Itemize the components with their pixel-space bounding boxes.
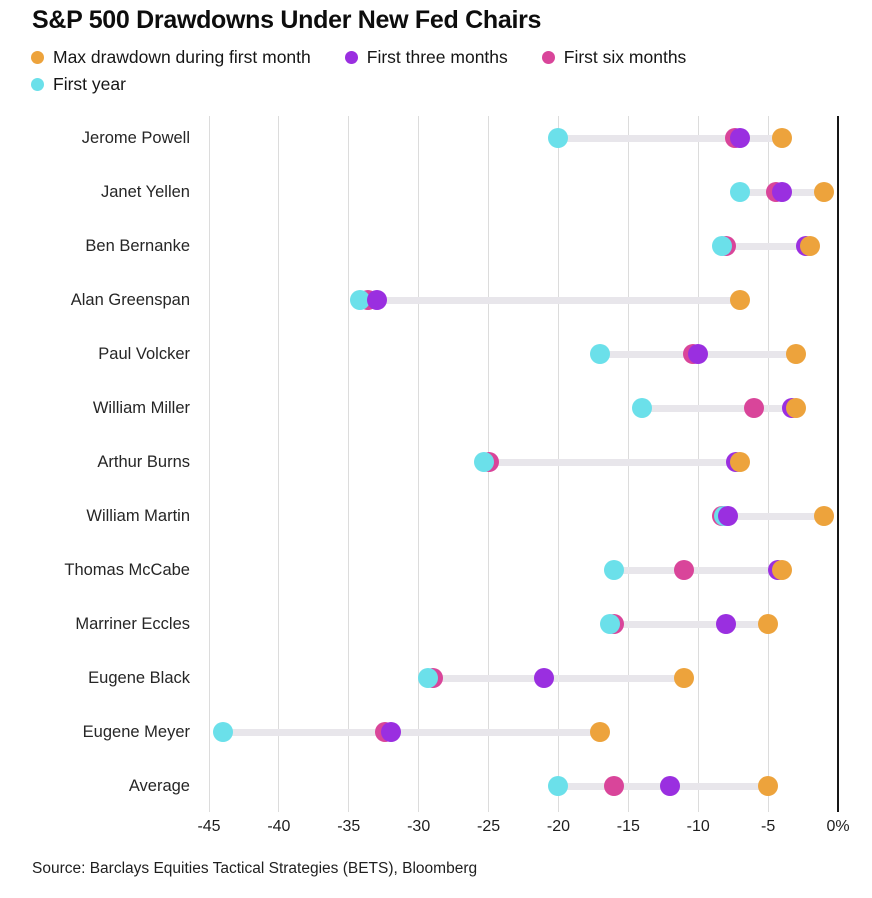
connector-line bbox=[614, 566, 783, 574]
connector-line bbox=[721, 512, 825, 520]
connector-line bbox=[721, 242, 811, 250]
data-point bbox=[212, 722, 233, 742]
x-tick-label: 0% bbox=[826, 818, 850, 835]
legend-dot-orange-icon bbox=[31, 51, 44, 64]
legend: Max drawdown during first month First th… bbox=[31, 47, 686, 101]
gridline bbox=[278, 116, 280, 812]
data-point bbox=[600, 614, 621, 634]
x-tick-label: -20 bbox=[546, 818, 570, 835]
connector-line bbox=[558, 134, 783, 142]
category-label: Jerome Powell bbox=[81, 129, 190, 147]
data-point bbox=[730, 128, 751, 148]
category-label: Ben Bernanke bbox=[85, 237, 190, 255]
gridline bbox=[767, 116, 769, 812]
data-point bbox=[688, 344, 709, 364]
legend-item-six-months: First six months bbox=[541, 47, 687, 68]
category-label: William Miller bbox=[92, 399, 190, 417]
legend-row-1: Max drawdown during first month First th… bbox=[31, 47, 686, 68]
data-point bbox=[730, 182, 751, 202]
connector-line bbox=[610, 620, 769, 628]
data-point bbox=[604, 776, 625, 796]
data-point bbox=[674, 560, 695, 580]
x-tick-label: -10 bbox=[686, 818, 710, 835]
data-point bbox=[534, 668, 555, 688]
data-point bbox=[814, 506, 835, 526]
data-point bbox=[800, 236, 821, 256]
data-point bbox=[349, 290, 370, 310]
legend-dot-purple-icon bbox=[344, 51, 358, 64]
legend-label-three-months: First three months bbox=[366, 47, 508, 67]
data-point bbox=[604, 560, 625, 580]
data-point bbox=[548, 776, 569, 796]
category-label: Arthur Burns bbox=[97, 453, 190, 471]
category-label: Alan Greenspan bbox=[70, 291, 190, 309]
legend-dot-cyan-icon bbox=[31, 78, 44, 91]
x-tick-label: -30 bbox=[407, 818, 431, 835]
data-point bbox=[366, 290, 387, 310]
data-point bbox=[772, 560, 793, 580]
legend-row-2: First year bbox=[31, 74, 686, 95]
x-tick-label: -35 bbox=[337, 818, 361, 835]
gridline bbox=[208, 116, 210, 812]
legend-item-first-year: First year bbox=[31, 74, 126, 95]
data-point bbox=[418, 668, 439, 688]
x-tick-label: -40 bbox=[267, 818, 291, 835]
data-point bbox=[758, 776, 779, 796]
data-point bbox=[730, 452, 751, 472]
data-point bbox=[786, 344, 807, 364]
data-point bbox=[744, 398, 765, 418]
data-point bbox=[786, 398, 807, 418]
data-point bbox=[772, 182, 793, 202]
connector-line bbox=[428, 674, 685, 682]
category-label: Janet Yellen bbox=[100, 183, 190, 201]
chart-title: S&P 500 Drawdowns Under New Fed Chairs bbox=[32, 6, 542, 34]
connector-line bbox=[359, 296, 741, 304]
legend-item-three-months: First three months bbox=[344, 47, 508, 68]
connector-line bbox=[222, 728, 601, 736]
category-label: William Martin bbox=[86, 507, 190, 525]
category-label: Paul Volcker bbox=[98, 345, 190, 363]
data-point bbox=[716, 614, 737, 634]
gridline bbox=[348, 116, 350, 812]
data-point bbox=[590, 722, 611, 742]
data-point bbox=[380, 722, 401, 742]
gridline bbox=[418, 116, 420, 812]
data-point bbox=[730, 290, 751, 310]
data-point bbox=[758, 614, 779, 634]
data-point bbox=[660, 776, 681, 796]
legend-item-first-month: Max drawdown during first month bbox=[31, 47, 311, 68]
x-tick-label: -25 bbox=[476, 818, 501, 835]
data-point bbox=[711, 236, 732, 256]
connector-line bbox=[484, 458, 741, 466]
x-tick-label: -15 bbox=[616, 818, 640, 835]
legend-label-first-year: First year bbox=[53, 74, 126, 94]
x-tick-label: -5 bbox=[760, 818, 776, 835]
zero-axis-line bbox=[837, 116, 839, 812]
category-label: Marriner Eccles bbox=[75, 615, 190, 633]
legend-label-six-months: First six months bbox=[563, 47, 687, 67]
legend-dot-pink-icon bbox=[541, 51, 555, 64]
x-tick-label: -45 bbox=[197, 818, 221, 835]
data-point bbox=[814, 182, 835, 202]
category-label: Thomas McCabe bbox=[64, 561, 190, 579]
data-point bbox=[717, 506, 738, 526]
plot-area: -45 -40 -35 -30 -25 -20 -15 -10 -5 0% Jerome Powel… bbox=[0, 110, 872, 850]
data-point bbox=[548, 128, 569, 148]
source-note: Source: Barclays Equities Tactical Strat… bbox=[32, 860, 478, 877]
data-point bbox=[474, 452, 495, 472]
connector-line bbox=[642, 404, 797, 412]
data-point bbox=[590, 344, 611, 364]
category-label: Eugene Meyer bbox=[82, 723, 190, 741]
data-point bbox=[632, 398, 653, 418]
category-label: Average bbox=[128, 777, 190, 795]
category-label: Eugene Black bbox=[88, 669, 190, 687]
legend-label-first-month: Max drawdown during first month bbox=[53, 47, 311, 67]
data-point bbox=[772, 128, 793, 148]
data-point bbox=[674, 668, 695, 688]
